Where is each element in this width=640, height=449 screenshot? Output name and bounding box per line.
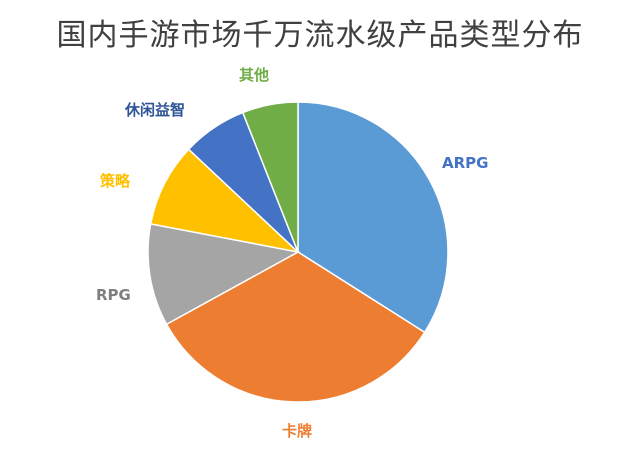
pie-slice xyxy=(149,148,301,254)
slice-label: 其他 xyxy=(239,66,269,84)
chart-title: 国内手游市场千万流水级产品类型分布 xyxy=(56,18,584,53)
slice-label: 休闲益智 xyxy=(124,101,185,119)
slice-label: 策略 xyxy=(99,172,131,190)
pie-slice xyxy=(297,101,449,334)
slice-label: RPG xyxy=(96,286,131,304)
slice-label: ARPG xyxy=(442,154,488,172)
pie-slice xyxy=(147,223,301,326)
slice-label: 卡牌 xyxy=(282,422,312,440)
pie-slice xyxy=(241,101,299,253)
